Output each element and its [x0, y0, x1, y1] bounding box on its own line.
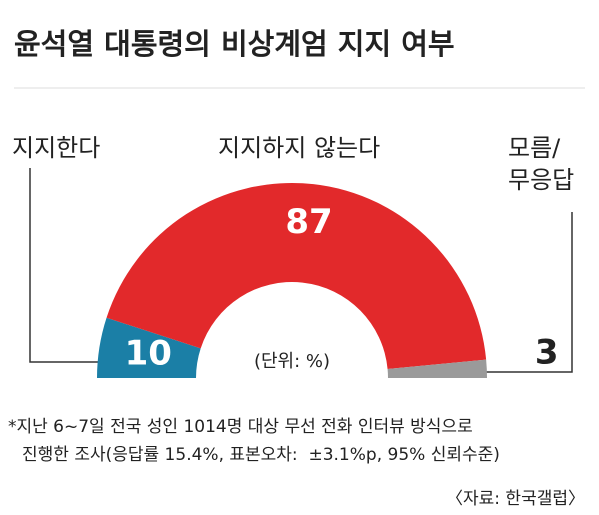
category-label: 지지한다 [12, 134, 101, 162]
pie-segment [106, 183, 487, 369]
leader-line [29, 168, 102, 363]
chart-title: 윤석열 대통령의 비상계엄 지지 여부 [14, 27, 455, 61]
value-label: 3 [535, 332, 559, 372]
pie-segment [97, 317, 201, 378]
note-line: 진행한 조사(응답률 15.4%, 표본오차: ±3.1%p, 95% 신뢰수준… [22, 445, 500, 465]
category-label: 모름/ 무응답 [508, 134, 575, 194]
pie-segment [387, 359, 487, 378]
leader-line [484, 212, 573, 373]
category-label: 지지하지 않는다 [218, 134, 381, 162]
value-label: 87 [285, 202, 332, 242]
note-line: *지난 6~7일 전국 성인 1014명 대상 무선 전화 인터뷰 방식으로 [8, 417, 473, 437]
source: 〈자료: 한국갤럽〉 [446, 489, 585, 509]
unit-label: (단위: %) [254, 351, 330, 372]
value-label: 10 [125, 334, 172, 374]
